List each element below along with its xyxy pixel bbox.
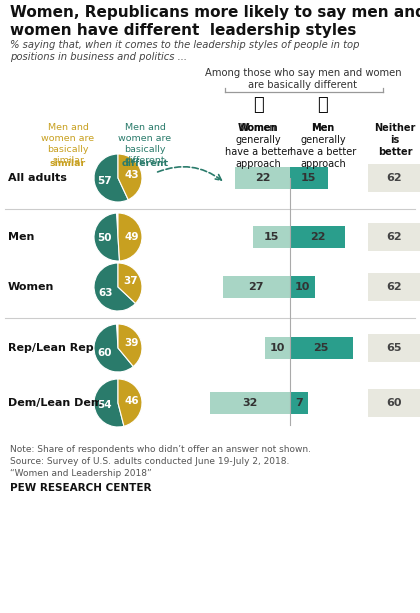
Text: similar: similar (50, 159, 86, 168)
Text: Men
generally
have a better
approach: Men generally have a better approach (290, 123, 356, 169)
Text: 43: 43 (124, 170, 139, 180)
Bar (290, 226, 345, 248)
Text: 10: 10 (270, 343, 285, 353)
Text: 49: 49 (125, 232, 139, 242)
Text: All adults: All adults (8, 173, 67, 183)
Text: 22: 22 (255, 173, 270, 183)
Bar (235, 167, 290, 189)
Bar (368, 334, 420, 362)
Text: 39: 39 (124, 338, 138, 348)
Text: PEW RESEARCH CENTER: PEW RESEARCH CENTER (10, 483, 152, 493)
Text: 50: 50 (97, 233, 111, 243)
Text: 62: 62 (386, 232, 402, 242)
Text: 46: 46 (124, 396, 139, 406)
Text: Women: Women (238, 123, 278, 133)
Bar (223, 276, 290, 298)
Text: Dem/Lean Dem: Dem/Lean Dem (8, 398, 102, 408)
Text: 62: 62 (386, 173, 402, 183)
Bar (265, 337, 290, 359)
Text: 57: 57 (97, 176, 112, 186)
Text: ⛹: ⛹ (252, 96, 263, 114)
Text: ⛹: ⛹ (318, 96, 328, 114)
Text: 65: 65 (386, 343, 402, 353)
Wedge shape (118, 379, 142, 426)
Text: % saying that, when it comes to the leadership styles of people in top
positions: % saying that, when it comes to the lead… (10, 40, 360, 63)
Text: Women
generally
have a better
approach: Women generally have a better approach (225, 123, 291, 169)
Wedge shape (118, 213, 142, 261)
Bar (368, 223, 420, 251)
Bar (368, 273, 420, 301)
Bar (290, 337, 352, 359)
Text: Rep/Lean Rep: Rep/Lean Rep (8, 343, 94, 353)
Text: 60: 60 (386, 398, 402, 408)
Bar (290, 276, 315, 298)
Text: different: different (121, 159, 168, 168)
Text: 54: 54 (97, 400, 111, 409)
Text: 7: 7 (295, 398, 303, 408)
Text: 32: 32 (242, 398, 258, 408)
Text: Among those who say men and women
are basically different: Among those who say men and women are ba… (205, 68, 402, 90)
Bar (252, 226, 290, 248)
Text: 25: 25 (314, 343, 329, 353)
Text: 15: 15 (264, 232, 279, 242)
Wedge shape (94, 263, 136, 311)
Bar (368, 164, 420, 192)
Bar (290, 392, 307, 414)
Text: Men: Men (311, 123, 335, 133)
Text: 60: 60 (98, 348, 112, 358)
Wedge shape (94, 154, 128, 202)
Text: 15: 15 (301, 173, 316, 183)
Text: Men and
women are
basically
similar: Men and women are basically similar (42, 123, 94, 166)
Wedge shape (94, 324, 133, 372)
Bar (368, 389, 420, 417)
Text: 10: 10 (295, 282, 310, 292)
Wedge shape (118, 154, 142, 200)
Wedge shape (94, 213, 120, 261)
Text: Note: Share of respondents who didn’t offer an answer not shown.
Source: Survey : Note: Share of respondents who didn’t of… (10, 445, 311, 478)
Text: Women, Republicans more likely to say men and
women have different  leadership s: Women, Republicans more likely to say me… (10, 5, 420, 38)
Text: Men: Men (8, 232, 34, 242)
Text: Neither
is
better: Neither is better (374, 123, 416, 157)
Text: 62: 62 (386, 282, 402, 292)
Bar (290, 167, 328, 189)
Text: Women: Women (8, 282, 54, 292)
Bar (210, 392, 290, 414)
Text: 37: 37 (123, 276, 138, 286)
Text: Men and
women are
basically
different: Men and women are basically different (118, 123, 171, 166)
Wedge shape (118, 263, 142, 303)
Text: 63: 63 (98, 287, 113, 297)
Text: 27: 27 (249, 282, 264, 292)
Text: 22: 22 (310, 232, 325, 242)
Wedge shape (94, 379, 124, 427)
Wedge shape (118, 324, 142, 367)
